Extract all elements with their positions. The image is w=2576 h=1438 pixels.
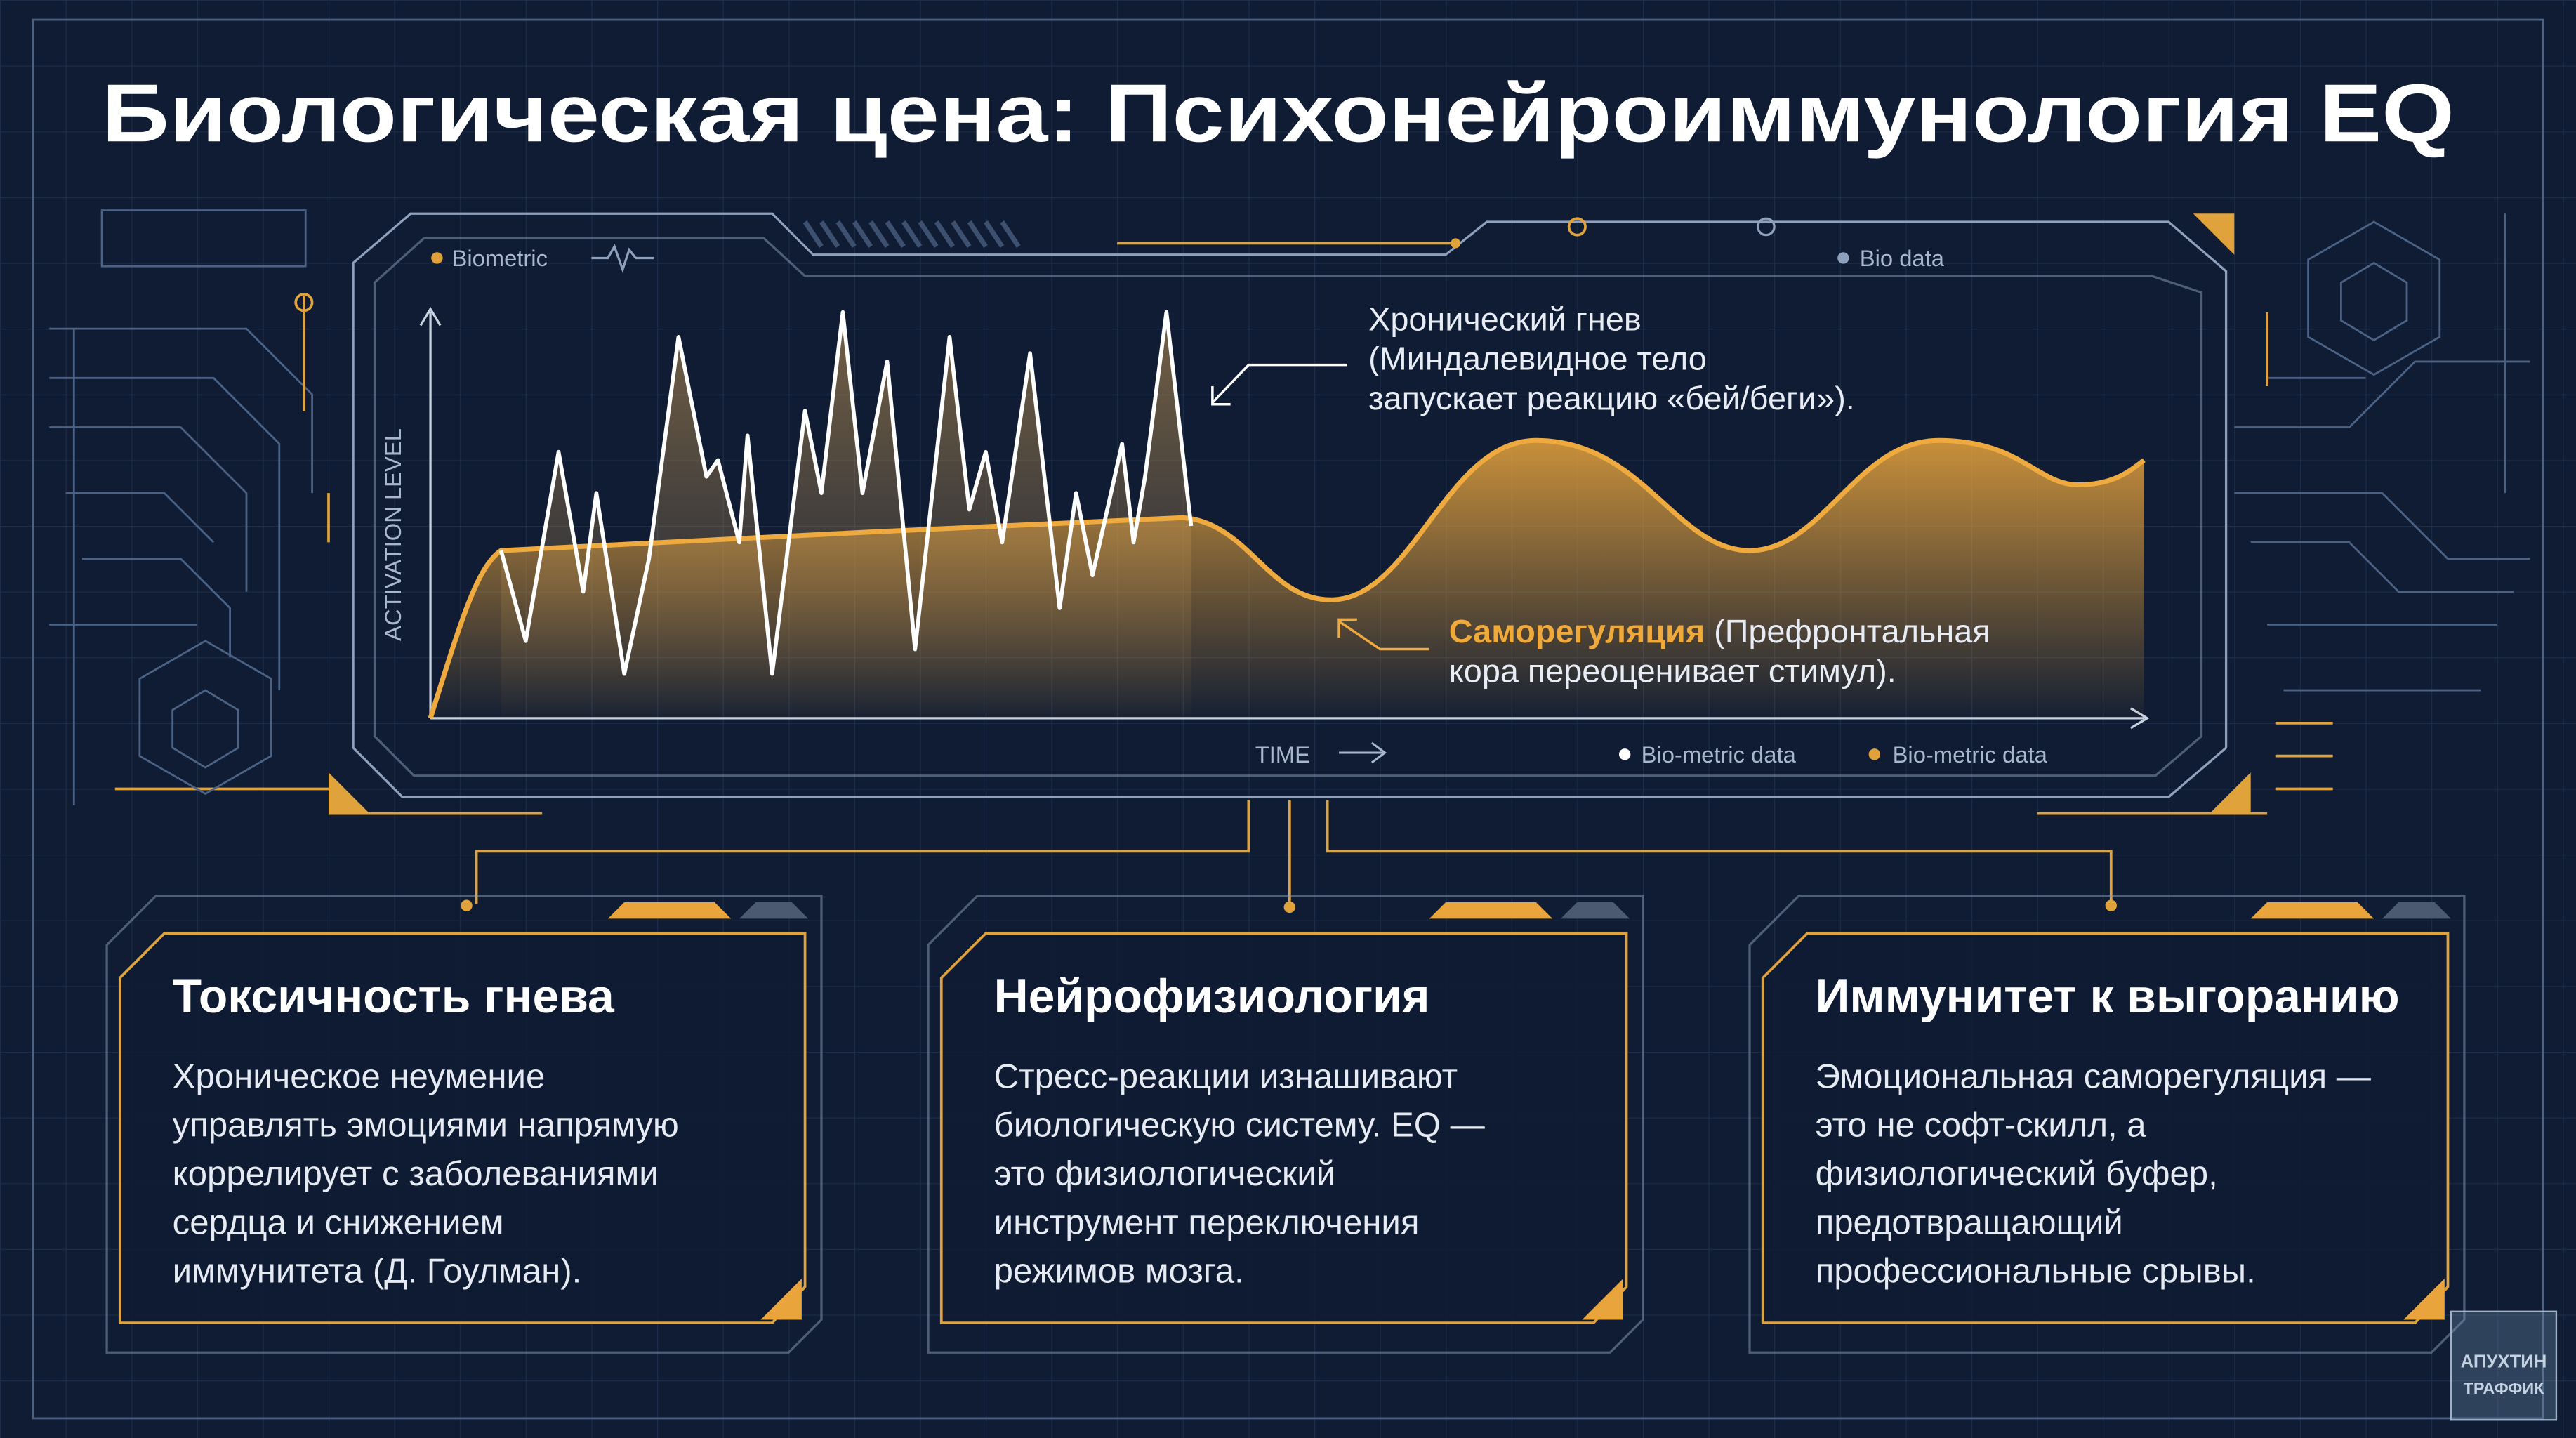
card-frame <box>1761 932 2450 1325</box>
card-tab <box>2382 902 2452 919</box>
outer-border <box>32 18 2544 1420</box>
card-text: физиологический буфер, <box>1816 1155 2218 1193</box>
annotation-regulation: Саморегуляция (Префронтальная кора перео… <box>1449 613 2000 689</box>
card: Иммунитет к выгоранию Эмоциональная самор… <box>1748 894 2466 1354</box>
annotation-arrow <box>1211 363 1347 406</box>
card-frame-back <box>1748 894 2466 1354</box>
card: Токсичность гнева Хроническое неумение упр… <box>105 894 823 1354</box>
frame-inner <box>373 237 2203 777</box>
card-text: инструмент переключения <box>994 1203 1420 1241</box>
hatch <box>802 220 1021 249</box>
node <box>294 293 314 312</box>
card-title: Нейрофизиология <box>994 970 1430 1023</box>
watermark-box <box>2450 1310 2558 1421</box>
card-text: биологическую систему. EQ — <box>994 1107 1486 1145</box>
circuit-box <box>100 209 307 268</box>
card-text: это не софт-скилл, а <box>1816 1107 2147 1145</box>
card-text: предотвращающий <box>1816 1203 2123 1241</box>
watermark: АПУХТИН <box>2461 1352 2547 1371</box>
card-title: Токсичность гнева <box>173 970 615 1023</box>
node <box>1567 217 1587 237</box>
circuit-left <box>49 209 330 805</box>
y-axis <box>419 306 442 718</box>
card-corner <box>2403 1278 2445 1320</box>
card-tab <box>2250 902 2374 919</box>
tag-dot <box>431 252 443 264</box>
card-tab <box>1429 902 1553 919</box>
card-tab <box>607 902 732 919</box>
card-text: Стресс-реакции изнашивают <box>994 1057 1458 1095</box>
circuit-accent <box>2266 312 2333 791</box>
circuit-lines <box>2234 213 2530 692</box>
card-frame-back <box>927 894 1644 1354</box>
card-text: коррелирует с заболеваниями <box>173 1155 659 1193</box>
annotation-line: Хронический гнев <box>1368 301 1642 337</box>
legend-dot <box>1618 748 1631 760</box>
legend-entry: Bio-metric data <box>1642 741 1797 767</box>
card-frame <box>939 932 1628 1325</box>
anger-line <box>498 310 1194 676</box>
node <box>1451 238 1461 249</box>
card-text: управлять эмоциями напрямую <box>173 1107 679 1145</box>
card-frame <box>118 932 807 1325</box>
frame-accents <box>328 242 2268 815</box>
card-frame-back <box>105 894 823 1354</box>
x-arrow <box>1339 741 1387 764</box>
card-tab <box>1560 902 1630 919</box>
card-text: это физиологический <box>994 1155 1336 1193</box>
regulation-line <box>428 437 2146 719</box>
hexagon <box>2307 220 2441 376</box>
annotation-line: (Префронтальная <box>1705 613 1990 649</box>
watermark: ТРАФФИК <box>2464 1379 2545 1397</box>
cards: Токсичность гнева Хроническое неумение упр… <box>105 894 2466 1354</box>
card-title: Иммунитет к выгоранию <box>1816 970 2400 1023</box>
tag: Biometric <box>451 245 547 271</box>
circuit-accent <box>114 296 330 791</box>
node <box>2105 899 2117 911</box>
annotation-arrow <box>1337 618 1429 651</box>
tag-dot <box>1837 252 1849 264</box>
node <box>461 899 473 911</box>
card-text: режимов мозга. <box>994 1253 1244 1291</box>
anger-area <box>501 312 1191 718</box>
chart-frame <box>328 212 2268 815</box>
title: Биологическая цена: Психонейроиммунологи… <box>102 67 2455 159</box>
card: Нейрофизиология Стресс-реакции изнашивают… <box>927 894 1644 1354</box>
connectors <box>475 800 2113 907</box>
node <box>1283 901 1296 913</box>
frame-outer <box>352 212 2228 798</box>
tag: Bio data <box>1860 245 1945 271</box>
legend-entry: Bio-metric data <box>1893 741 2048 767</box>
circuit-lines <box>49 327 313 805</box>
card-tab <box>739 902 809 919</box>
legend-dot <box>1868 748 1881 760</box>
card-text: Эмоциональная саморегуляция — <box>1816 1057 2372 1095</box>
circuit-right <box>2234 213 2530 791</box>
card-text: Хроническое неумение <box>173 1057 546 1095</box>
card-text: сердца и снижением <box>173 1203 504 1241</box>
annotation-line: запускает реакцию «бей/беги»). <box>1368 380 1855 416</box>
x-axis-label: TIME <box>1255 741 1310 767</box>
node <box>1757 217 1776 237</box>
annotation-anger: Хронический гнев (Миндалевидное тело зап… <box>1368 301 1855 416</box>
hexagon <box>138 640 272 796</box>
pulse-icon <box>591 244 654 273</box>
card-text: профессиональные срывы. <box>1816 1253 2256 1291</box>
card-text: иммунитета (Д. Гоулман). <box>173 1253 582 1291</box>
annotation-line: (Миндалевидное тело <box>1368 341 1707 377</box>
annotation-line: кора переоценивает стимул). <box>1449 652 1896 689</box>
annotation-highlight: Саморегуляция <box>1449 613 1705 649</box>
y-axis-label: ACTIVATION LEVEL <box>380 428 406 641</box>
